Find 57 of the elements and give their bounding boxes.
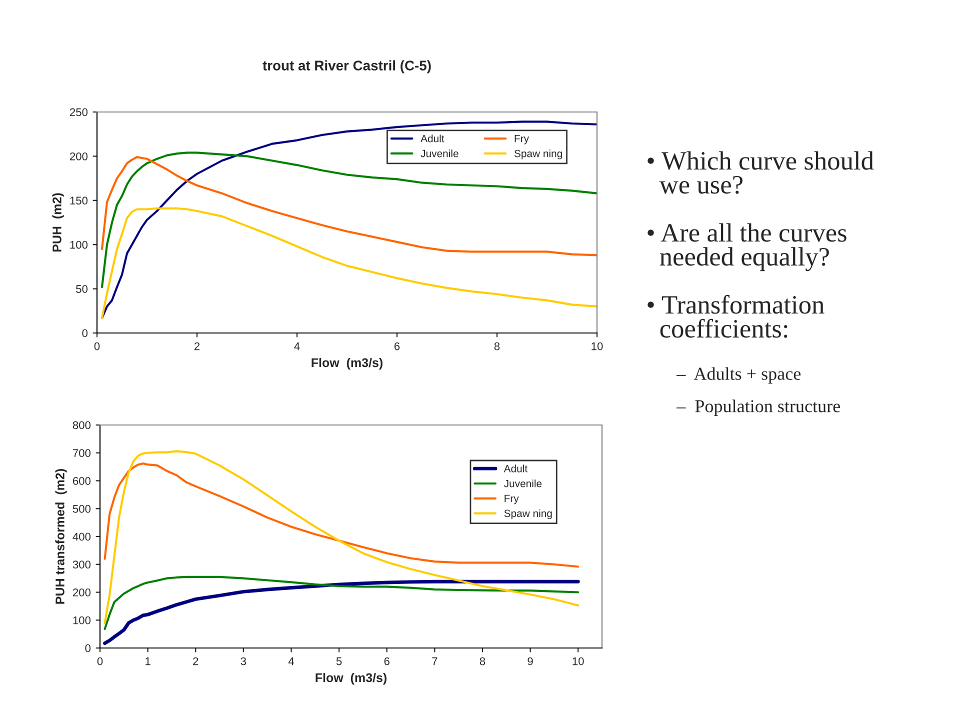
line-series bbox=[104, 462, 580, 568]
x-tick-label: 2 bbox=[193, 657, 198, 666]
y-tick-label: 400 bbox=[72, 532, 91, 541]
y-tick-label: 100 bbox=[70, 240, 88, 249]
legend-label: Spaw ning bbox=[514, 150, 562, 160]
chart-title: trout at River Castril (C-5) bbox=[262, 60, 431, 74]
y-tick-label: 300 bbox=[72, 560, 91, 569]
x-tick-label: 7 bbox=[432, 657, 438, 666]
line-series bbox=[104, 450, 580, 624]
y-tick-label: 250 bbox=[70, 108, 88, 116]
line-series bbox=[103, 580, 580, 645]
x-tick-label: 4 bbox=[294, 342, 300, 350]
legend-label: Adult bbox=[504, 464, 528, 472]
legend-label: Spaw ning bbox=[504, 509, 552, 520]
legend-label: Fry bbox=[504, 494, 519, 504]
x-tick-label: 6 bbox=[384, 657, 390, 666]
y-tick-label: 0 bbox=[82, 329, 88, 338]
line-series bbox=[100, 120, 597, 320]
legend-label: Juvenile bbox=[504, 480, 542, 488]
legend-label: Juvenile bbox=[420, 150, 458, 158]
y-axis-title: PUH (m2) bbox=[52, 193, 64, 252]
y-tick-label: 800 bbox=[72, 421, 91, 430]
line-series bbox=[100, 207, 597, 320]
line-series bbox=[100, 152, 597, 288]
y-axis-title: PUH transformed (m2) bbox=[55, 469, 67, 604]
text: – Adults + space bbox=[676, 367, 801, 384]
y-tick-label: 100 bbox=[73, 616, 91, 624]
x-tick-label: 1 bbox=[146, 657, 150, 666]
x-tick-label: 10 bbox=[592, 342, 603, 350]
x-tick-label: 6 bbox=[394, 342, 400, 350]
y-tick-label: 150 bbox=[70, 196, 88, 205]
x-tick-label: 0 bbox=[97, 657, 103, 666]
text: – Population structure bbox=[676, 400, 840, 416]
x-tick-label: 8 bbox=[480, 657, 486, 666]
text: • Transformation coefficients: bbox=[648, 294, 824, 338]
legend-label: Adult bbox=[420, 134, 444, 142]
y-tick-label: 50 bbox=[76, 285, 88, 293]
x-axis-title: Flow (m3/s) bbox=[312, 358, 382, 370]
x-tick-label: 8 bbox=[494, 342, 500, 350]
text: • Which curve should we use? bbox=[648, 151, 874, 194]
y-tick-label: 200 bbox=[70, 152, 88, 160]
legend-label: Fry bbox=[514, 135, 530, 144]
x-tick-label: 5 bbox=[336, 657, 342, 666]
y-tick-label: 0 bbox=[85, 644, 91, 652]
x-tick-label: 0 bbox=[94, 342, 100, 350]
x-tick-label: 10 bbox=[572, 657, 584, 666]
y-tick-label: 700 bbox=[73, 449, 91, 458]
y-tick-label: 500 bbox=[72, 504, 91, 513]
line-series bbox=[104, 576, 580, 630]
y-tick-label: 600 bbox=[73, 477, 91, 485]
x-tick-label: 2 bbox=[194, 342, 200, 350]
x-axis-title: Flow (m3/s) bbox=[316, 672, 386, 685]
x-tick-label: 3 bbox=[240, 657, 246, 666]
x-tick-label: 9 bbox=[528, 657, 533, 666]
x-tick-label: 4 bbox=[288, 657, 294, 666]
y-tick-label: 200 bbox=[72, 588, 91, 596]
text: • Are all the curves needed equally? bbox=[648, 223, 846, 272]
